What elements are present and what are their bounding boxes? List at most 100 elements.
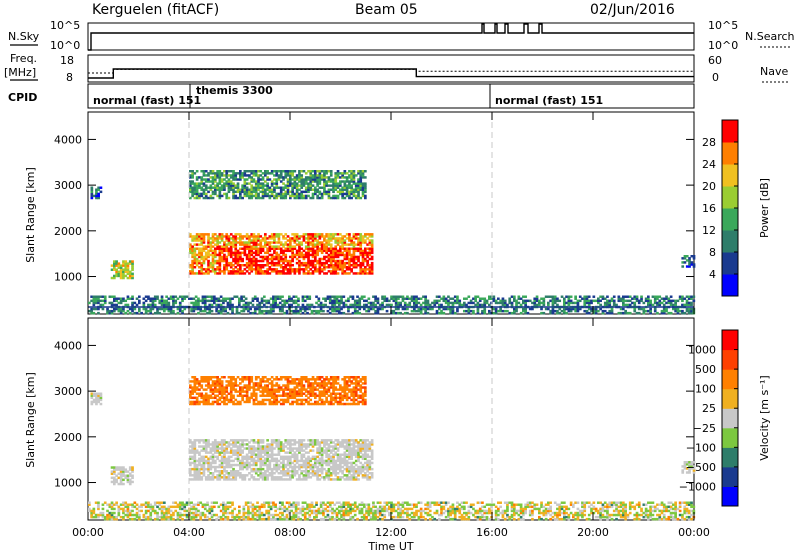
data-cell [515,302,518,304]
velocity-ylabel: Slant Range [km] [24,372,37,468]
data-cell [214,178,217,180]
data-cell [314,172,317,174]
data-cell [212,170,215,172]
data-cell [248,243,251,245]
data-cell [291,172,294,174]
data-cell [415,300,418,302]
data-cell [224,512,227,514]
data-cell [262,264,265,266]
data-cell [214,233,217,235]
data-cell [278,193,281,195]
data-cell [207,468,210,470]
data-cell [362,172,365,174]
data-cell [350,248,353,250]
data-cell [115,502,118,504]
data-cell [330,184,333,186]
data-cell [581,510,584,512]
data-cell [321,248,324,250]
data-cell [318,310,321,312]
data-cell [327,514,330,516]
data-cell [268,512,271,514]
data-cell [259,178,262,180]
data-cell [328,189,331,191]
data-cell [654,506,657,508]
data-cell [547,308,550,310]
data-cell [212,264,215,266]
data-cell [458,516,461,518]
data-cell [279,310,282,312]
data-cell [574,502,577,504]
data-cell [270,308,273,310]
data-cell [288,296,291,298]
data-cell [273,178,276,180]
data-cell [402,512,405,514]
data-cell [337,262,340,264]
data-cell [456,508,459,510]
data-cell [359,170,362,172]
data-cell [371,243,374,245]
data-cell [346,258,349,260]
data-cell [312,262,315,264]
data-cell [483,506,486,508]
data-cell [663,514,666,516]
data-cell [499,506,502,508]
data-cell [262,237,265,239]
data-cell [303,254,306,256]
data-cell [329,302,332,304]
data-cell [337,197,340,199]
data-cell [237,264,240,266]
data-cell [608,514,611,516]
data-cell [622,512,625,514]
data-cell [262,270,265,272]
data-cell [449,506,452,508]
data-cell [449,298,452,300]
data-cell [205,197,208,199]
data-cell [447,300,450,302]
data-cell [246,191,249,193]
freq-series [88,69,694,78]
data-cell [95,514,98,516]
data-cell [690,510,693,512]
data-cell [127,481,130,483]
data-cell [239,197,242,199]
data-cell [296,243,299,245]
data-cell [690,302,693,304]
data-cell [288,510,291,512]
freq-unit: [MHz] [4,66,36,79]
data-cell [309,235,312,237]
data-cell [411,300,414,302]
data-cell [663,506,666,508]
data-cell [269,254,272,256]
data-cell [406,308,409,310]
data-cell [269,241,272,243]
data-cell [214,239,217,241]
data-cell [218,300,221,302]
data-cell [693,296,696,298]
data-cell [97,516,100,518]
data-cell [205,187,208,189]
data-cell [194,474,197,476]
data-cell [445,302,448,304]
data-cell [113,310,116,312]
data-cell [321,264,324,266]
data-cell [253,268,256,270]
data-cell [327,310,330,312]
data-cell [221,250,224,252]
data-cell [237,197,240,199]
data-cell [316,254,319,256]
data-cell [154,510,157,512]
data-cell [386,304,389,306]
data-cell [193,504,196,506]
data-cell [406,516,409,518]
data-cell [259,268,262,270]
data-cell [681,300,684,302]
data-cell [163,508,166,510]
data-cell [194,449,197,451]
data-cell [253,235,256,237]
data-cell [365,310,368,312]
data-cell [161,302,164,304]
data-cell [345,502,348,504]
data-cell [286,516,289,518]
data-cell [262,193,265,195]
data-cell [543,510,546,512]
